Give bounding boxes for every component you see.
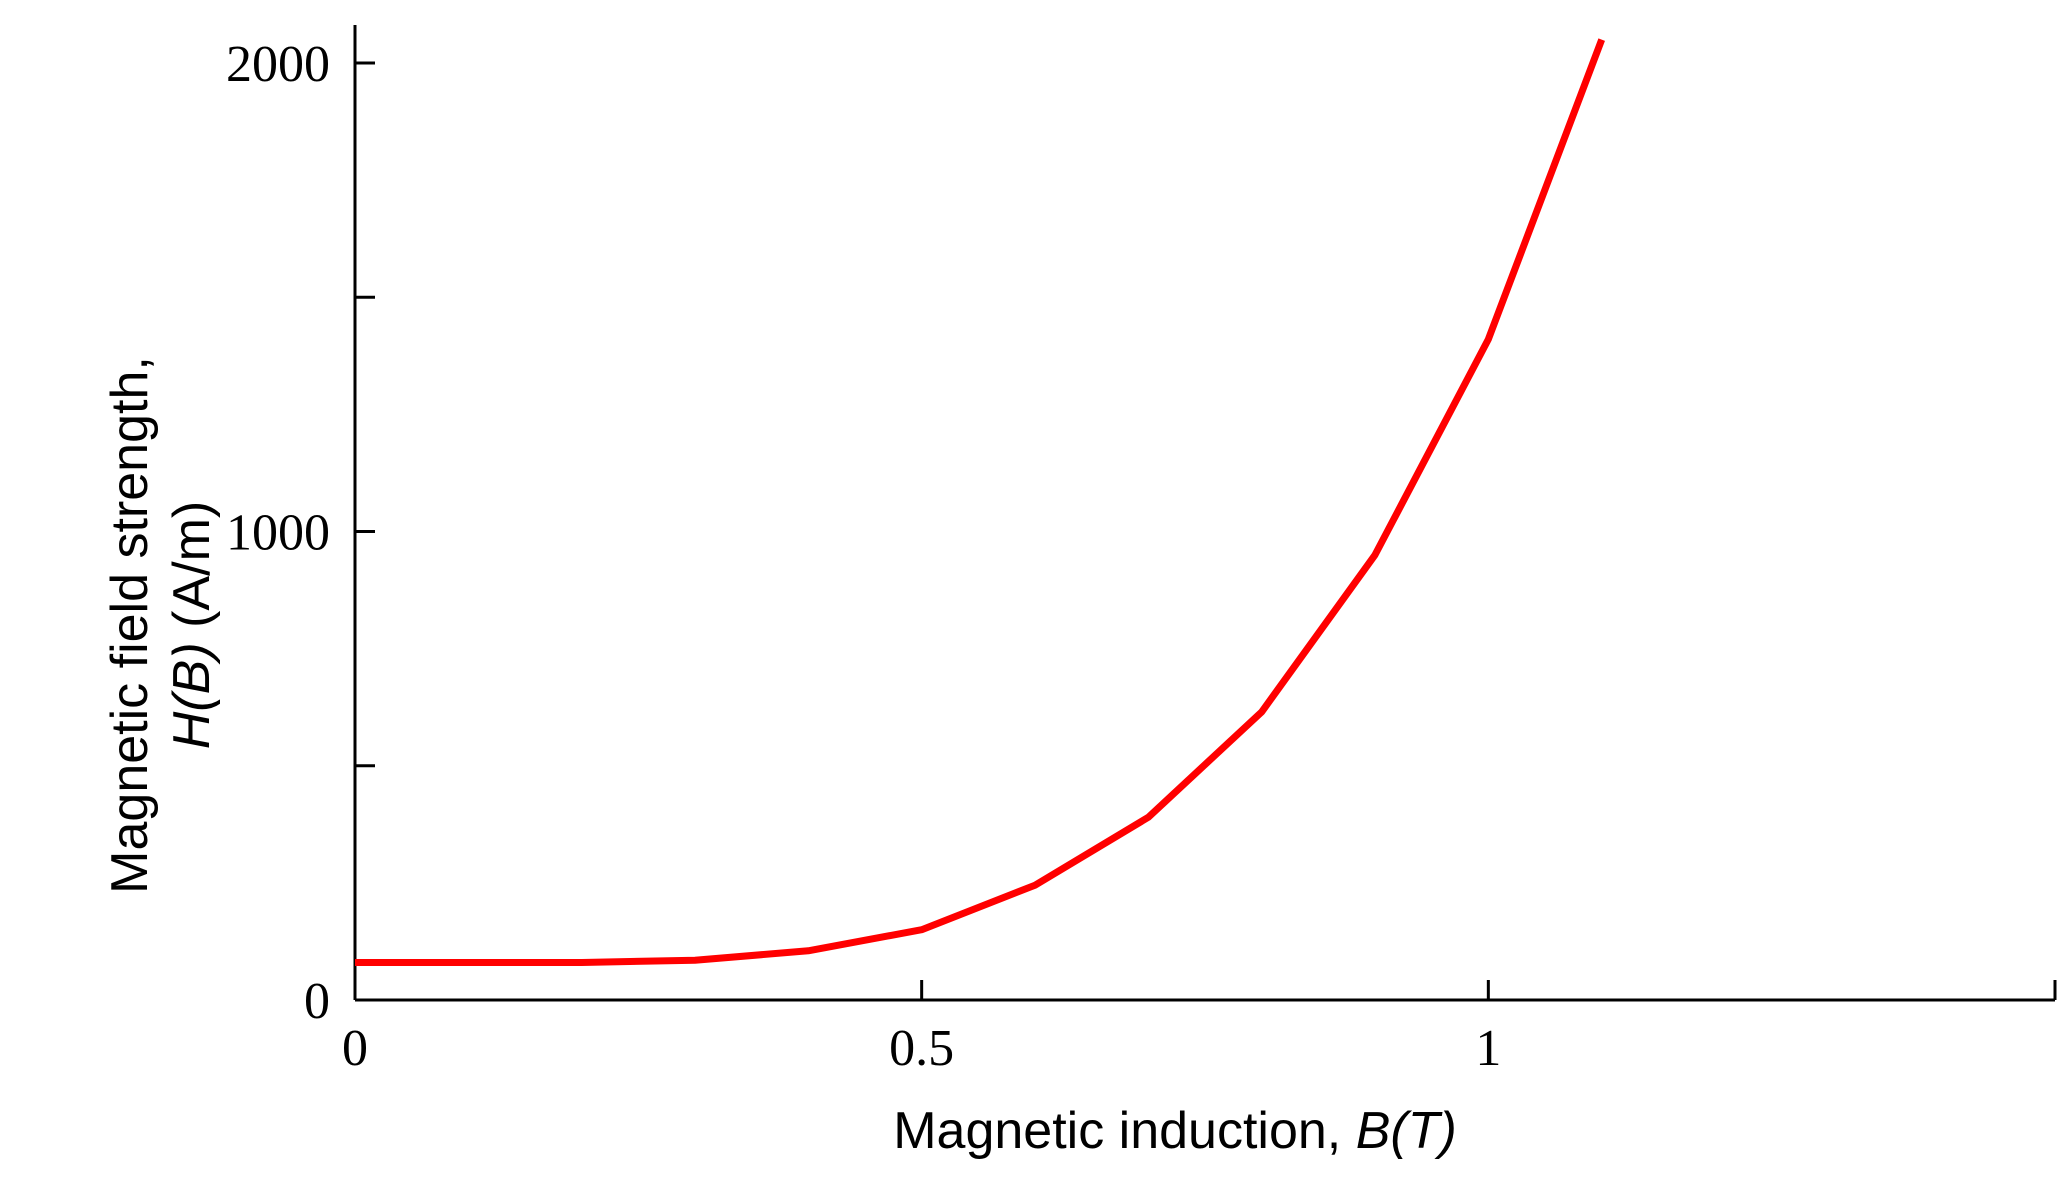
y-axis-title-variable: H(B) (163, 642, 221, 749)
y-axis-title-unit: (A/m) (163, 501, 221, 643)
x-axis-title-text: Magnetic induction, (893, 1102, 1356, 1160)
axes (353, 25, 2055, 1002)
y-tick-label: 2000 (226, 36, 330, 93)
series-layer (355, 38, 1605, 966)
x-tick-label: 0 (342, 1020, 368, 1077)
x-tick-label: 0.5 (889, 1020, 954, 1077)
y-ticks: 0 1000 2000 (226, 36, 375, 1030)
y-tick-label: 0 (304, 973, 330, 1030)
x-axis-title: Magnetic induction, B(T) (893, 1102, 1457, 1160)
x-ticks: 0 0.5 1 (342, 980, 2057, 1077)
y-tick-label: 1000 (226, 505, 330, 562)
y-axis-title-line2: H(B) (A/m) (163, 501, 221, 749)
x-tick-label: 1 (1475, 1020, 1501, 1077)
y-axis-title-line1: Magnetic field strength, (101, 356, 159, 894)
x-axis-title-variable: B(T) (1356, 1102, 1457, 1160)
series-line (355, 38, 1605, 966)
